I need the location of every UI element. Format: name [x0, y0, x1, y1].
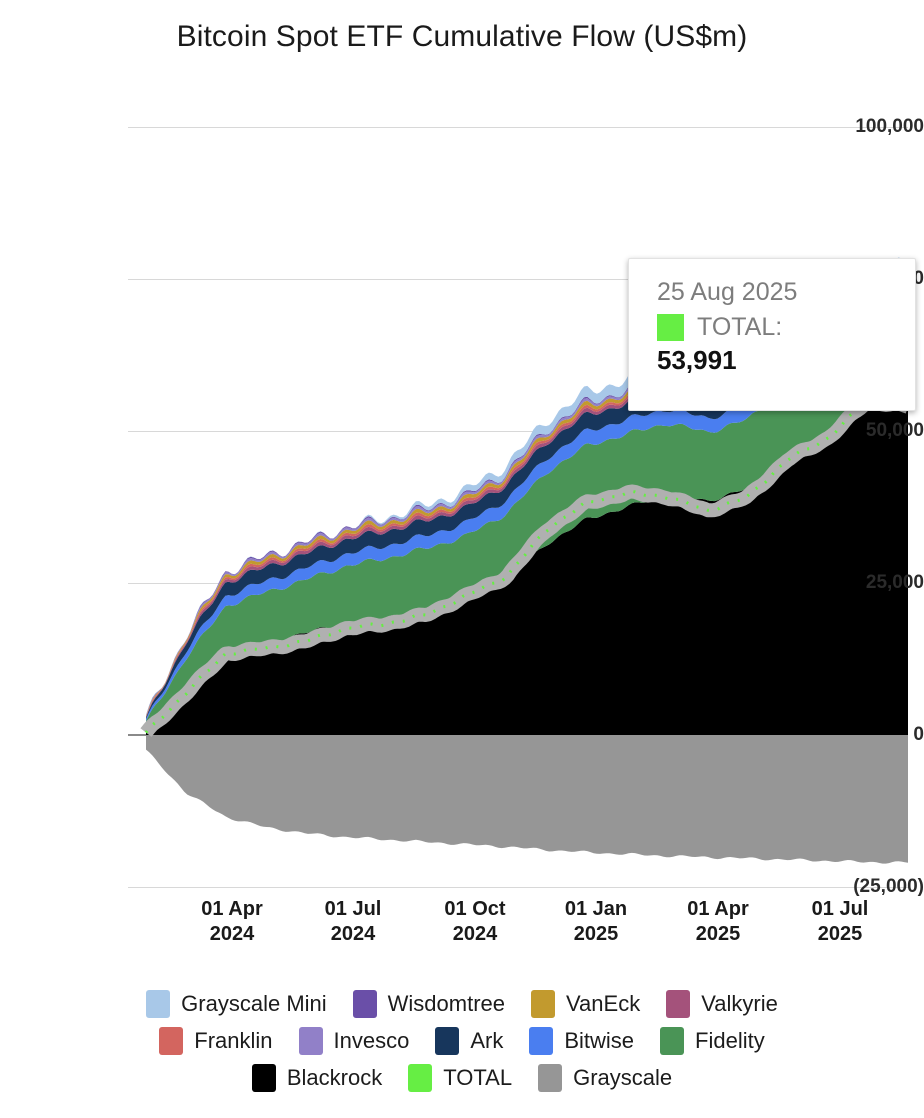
gridline — [128, 279, 908, 280]
legend-color-swatch — [529, 1026, 554, 1055]
y-axis-tick-label: 25,000 — [865, 572, 924, 593]
legend-label: Grayscale — [573, 1064, 673, 1090]
legend-label: Bitwise — [564, 1027, 635, 1053]
x-axis-tick-label: 01 Oct 2024 — [444, 898, 506, 945]
total-line — [144, 399, 909, 734]
tooltip-series-name: TOTAL: — [697, 313, 783, 341]
gridline — [128, 431, 908, 432]
legend-item-invesco[interactable]: Invesco — [298, 1026, 410, 1055]
legend-color-swatch — [146, 989, 171, 1018]
chart-title: Bitcoin Spot ETF Cumulative Flow (US$m) — [176, 20, 748, 53]
y-axis-tick-label: 0 — [913, 724, 924, 745]
stacked-area-plot — [140, 257, 912, 864]
legend-color-swatch — [251, 1063, 276, 1092]
x-axis-tick-label: 01 Apr 2025 — [687, 898, 749, 945]
legend-label: TOTAL — [443, 1064, 513, 1090]
chart-legend: Grayscale Mini Wisdomtree VanEck Valkyrie Fr… — [0, 985, 924, 1096]
gridline — [128, 887, 908, 888]
x-axis-tick-label: 01 Jul 2025 — [811, 898, 869, 945]
legend-item-wisdomtree[interactable]: Wisdomtree — [352, 989, 506, 1018]
legend-item-bitwise[interactable]: Bitwise — [529, 1026, 635, 1055]
legend-label: Wisdomtree — [387, 990, 506, 1016]
tooltip-color-swatch — [657, 314, 684, 341]
legend-item-blackrock[interactable]: Blackrock — [251, 1063, 383, 1092]
gridline — [128, 127, 908, 128]
area-fidelity — [146, 313, 908, 727]
x-axis-tick-label: 01 Jan 2025 — [564, 898, 628, 945]
tooltip-value: 53,991 — [657, 345, 737, 375]
y-axis-tick-label: (25,000) — [853, 876, 924, 897]
legend-color-swatch — [531, 989, 556, 1018]
area-blackrock — [146, 388, 908, 735]
legend-row: Franklin Invesco Ark Bitwise Fidelity — [0, 1022, 924, 1059]
tooltip-series-row: TOTAL: — [657, 313, 915, 342]
legend-color-swatch — [159, 1026, 184, 1055]
legend-color-swatch — [666, 989, 691, 1018]
legend-color-swatch — [352, 989, 377, 1018]
y-axis-tick-label: 100,000 — [855, 116, 924, 137]
legend-label: Grayscale Mini — [181, 990, 327, 1016]
legend-row: Blackrock TOTAL Grayscale — [0, 1059, 924, 1096]
legend-color-swatch — [435, 1026, 460, 1055]
legend-label: Blackrock — [286, 1064, 383, 1090]
legend-item-valkyrie[interactable]: Valkyrie — [666, 989, 778, 1018]
legend-item-vaneck[interactable]: VanEck — [531, 989, 641, 1018]
legend-color-swatch — [538, 1063, 563, 1092]
legend-label: Valkyrie — [701, 990, 778, 1016]
tooltip-date: 25 Aug 2025 — [657, 278, 798, 306]
legend-item-ark[interactable]: Ark — [435, 1026, 504, 1055]
x-axis-tick-label: 01 Apr 2024 — [201, 898, 263, 945]
legend-label: Ark — [470, 1027, 504, 1053]
legend-item-grayscale-mini[interactable]: Grayscale Mini — [146, 989, 327, 1018]
legend-label: Franklin — [194, 1027, 273, 1053]
legend-color-swatch — [298, 1026, 323, 1055]
legend-item-fidelity[interactable]: Fidelity — [660, 1026, 765, 1055]
x-axis-tick-label: 01 Jul 2024 — [324, 898, 382, 945]
legend-label: Fidelity — [695, 1027, 765, 1053]
y-axis-tick-label: 50,000 — [865, 420, 924, 441]
legend-color-swatch — [408, 1063, 433, 1092]
legend-item-franklin[interactable]: Franklin — [159, 1026, 273, 1055]
chart-tooltip: 25 Aug 2025 TOTAL: 53,991 — [628, 258, 916, 411]
area-grayscale — [146, 735, 908, 864]
legend-item-grayscale[interactable]: Grayscale — [538, 1063, 673, 1092]
legend-item-total[interactable]: TOTAL — [408, 1063, 513, 1092]
legend-row: Grayscale Mini Wisdomtree VanEck Valkyrie — [0, 985, 924, 1022]
legend-label: Invesco — [333, 1027, 410, 1053]
legend-color-swatch — [660, 1026, 685, 1055]
legend-label: VanEck — [566, 990, 641, 1016]
